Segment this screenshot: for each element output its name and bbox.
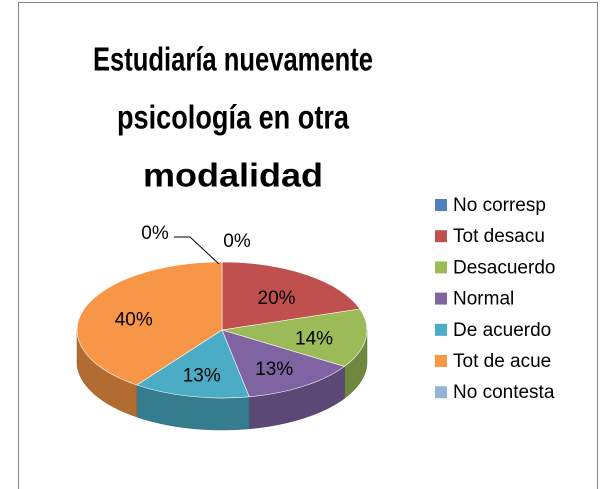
slice <box>136 329 250 399</box>
legend-label: Normal <box>453 289 514 310</box>
legend-label: De acuerdo <box>453 320 551 341</box>
legend-swatch <box>435 199 447 211</box>
slice <box>221 261 361 331</box>
data-label: 14% <box>295 328 333 349</box>
chart-title: psicología en otra <box>117 99 350 136</box>
legend-swatch <box>435 355 447 367</box>
data-label: 13% <box>255 359 293 380</box>
slice <box>221 329 346 398</box>
chart-title: modalidad <box>143 157 323 194</box>
legend-label: Desacuerdo <box>453 257 555 278</box>
legend-label: Tot desacu <box>453 226 545 247</box>
data-label: 0% <box>223 231 251 252</box>
slice <box>221 308 368 367</box>
data-label: 20% <box>258 288 296 309</box>
legend-label: Tot de acue <box>453 351 551 372</box>
data-label: 0% <box>141 223 169 244</box>
legend-swatch <box>435 292 447 305</box>
data-label: 13% <box>183 365 221 386</box>
legend-swatch <box>435 261 447 274</box>
leader-line <box>174 236 220 265</box>
legend-label: No corresp <box>453 195 546 216</box>
legend-swatch <box>435 230 447 243</box>
legend-swatch <box>435 323 447 336</box>
slice <box>76 261 223 386</box>
chart-title: Estudiaría nuevamente <box>93 41 373 78</box>
legend-swatch <box>435 386 447 399</box>
data-label: 40% <box>115 310 153 331</box>
legend-label: No contesta <box>453 382 555 403</box>
